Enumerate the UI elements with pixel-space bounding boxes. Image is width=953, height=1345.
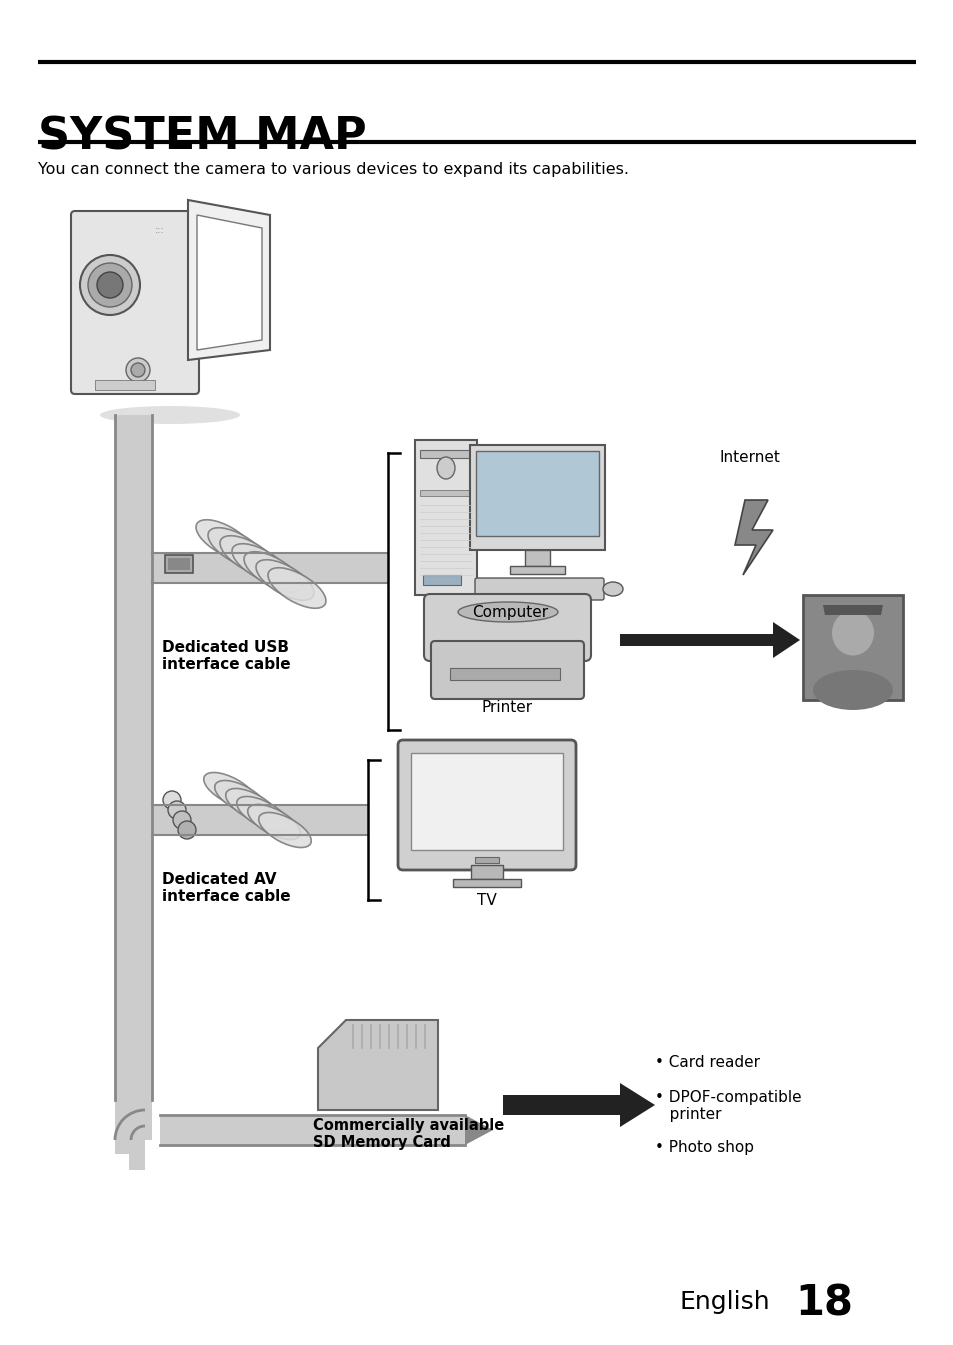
Circle shape	[172, 811, 191, 829]
Bar	[510, 566, 564, 574]
Ellipse shape	[602, 582, 622, 596]
Bar	[475, 857, 498, 863]
Polygon shape	[734, 500, 772, 576]
Bar	[160, 1115, 464, 1145]
Bar	[411, 753, 562, 850]
Bar	[524, 550, 550, 566]
Text: • Photo shop: • Photo shop	[655, 1141, 753, 1155]
Polygon shape	[502, 1083, 655, 1127]
Text: :::: :::	[154, 225, 165, 235]
Polygon shape	[822, 605, 882, 615]
Polygon shape	[196, 215, 262, 350]
Bar	[802, 594, 902, 699]
Text: SYSTEM MAP: SYSTEM MAP	[38, 116, 366, 157]
Bar	[476, 451, 598, 537]
Text: You can connect the camera to various devices to expand its capabilities.: You can connect the camera to various de…	[38, 161, 628, 178]
Bar	[95, 381, 154, 390]
Ellipse shape	[457, 603, 558, 621]
Circle shape	[97, 272, 123, 299]
Circle shape	[178, 820, 195, 839]
Text: Dedicated AV
interface cable: Dedicated AV interface cable	[162, 872, 291, 904]
Bar	[453, 880, 520, 886]
Circle shape	[131, 363, 145, 377]
Bar	[422, 576, 460, 585]
Text: Commercially available
SD Memory Card: Commercially available SD Memory Card	[313, 1118, 504, 1150]
Ellipse shape	[244, 551, 302, 592]
Bar	[419, 490, 472, 496]
Ellipse shape	[100, 406, 240, 424]
Polygon shape	[188, 200, 270, 360]
Ellipse shape	[204, 772, 256, 807]
Text: • DPOF-compatible
   printer: • DPOF-compatible printer	[655, 1089, 801, 1122]
Ellipse shape	[226, 788, 278, 823]
Polygon shape	[115, 1141, 145, 1170]
Bar	[415, 440, 476, 594]
Text: 18: 18	[794, 1282, 852, 1323]
Ellipse shape	[268, 568, 326, 608]
FancyBboxPatch shape	[423, 594, 590, 660]
Circle shape	[163, 791, 181, 808]
Bar	[165, 555, 193, 573]
FancyBboxPatch shape	[71, 211, 199, 394]
Ellipse shape	[214, 780, 267, 815]
Text: TV: TV	[476, 893, 497, 908]
Bar	[152, 806, 368, 835]
Bar	[471, 865, 502, 880]
Ellipse shape	[208, 527, 266, 569]
Ellipse shape	[220, 535, 277, 576]
Text: Internet: Internet	[720, 451, 781, 465]
Circle shape	[168, 802, 186, 819]
Text: Printer: Printer	[481, 699, 532, 716]
Circle shape	[126, 358, 150, 382]
Bar	[470, 445, 604, 550]
Bar	[419, 451, 472, 459]
Polygon shape	[619, 621, 800, 658]
Circle shape	[88, 264, 132, 307]
FancyBboxPatch shape	[431, 642, 583, 699]
Text: Computer: Computer	[472, 605, 547, 620]
Text: Dedicated USB
interface cable: Dedicated USB interface cable	[162, 640, 291, 672]
Ellipse shape	[232, 543, 290, 584]
Polygon shape	[464, 1115, 493, 1145]
Ellipse shape	[436, 457, 455, 479]
Ellipse shape	[831, 611, 873, 655]
Circle shape	[80, 256, 140, 315]
Ellipse shape	[258, 812, 311, 847]
Ellipse shape	[248, 804, 300, 839]
Bar	[115, 416, 152, 1100]
Polygon shape	[317, 1020, 437, 1110]
Ellipse shape	[812, 670, 892, 710]
Ellipse shape	[255, 560, 314, 600]
Ellipse shape	[195, 519, 253, 561]
Text: • Card reader: • Card reader	[655, 1054, 760, 1071]
Bar	[115, 1100, 152, 1141]
Ellipse shape	[236, 796, 289, 831]
Bar	[168, 558, 190, 570]
FancyBboxPatch shape	[475, 578, 603, 600]
Text: English: English	[679, 1290, 770, 1314]
FancyBboxPatch shape	[397, 740, 576, 870]
Bar	[152, 553, 388, 582]
Bar	[450, 668, 559, 681]
